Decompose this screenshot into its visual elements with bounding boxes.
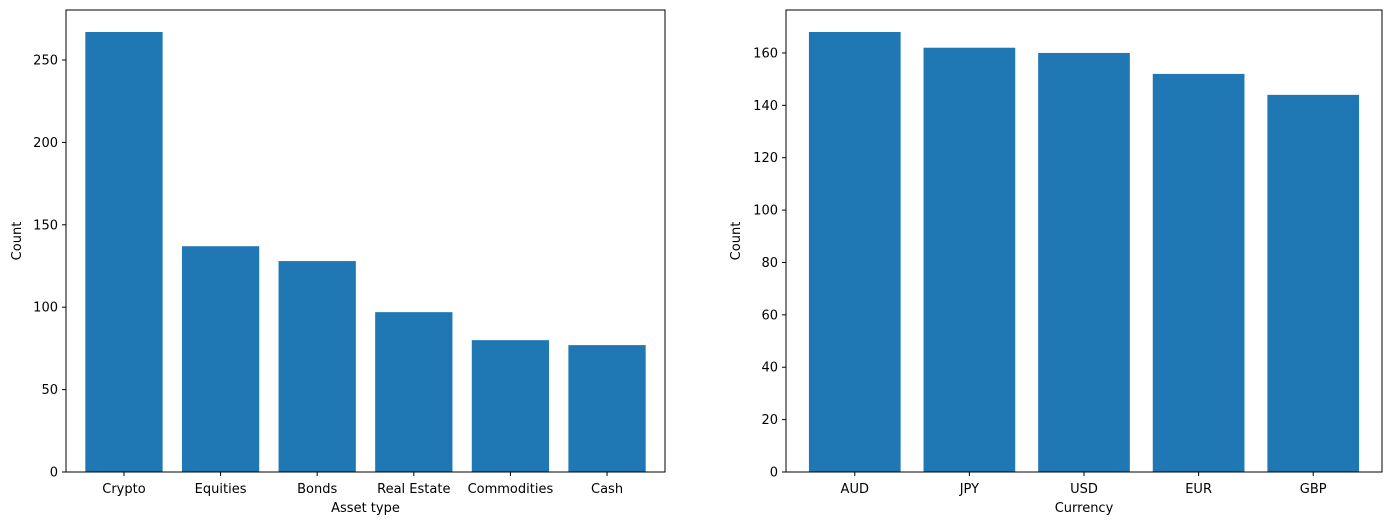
asset-x-axis-label: Asset type xyxy=(331,501,400,516)
asset-x-tick-label: Bonds xyxy=(297,482,337,497)
currency-bar-usd xyxy=(1038,52,1130,472)
asset-bar-equities xyxy=(181,246,260,472)
asset-bar-crypto xyxy=(85,32,163,472)
currency-x-tick-label: EUR xyxy=(1185,482,1212,497)
asset-y-tick-label: 200 xyxy=(33,136,58,151)
currency-y-tick-label: 60 xyxy=(761,308,778,323)
currency-y-tick-label: 80 xyxy=(761,256,778,271)
currency-bar-gbp xyxy=(1267,94,1360,472)
asset-x-tick-label: Cash xyxy=(591,482,623,497)
asset-axes-frame xyxy=(65,9,666,473)
asset-bar-bonds xyxy=(278,261,356,472)
asset-bar-cash xyxy=(568,345,646,472)
currency-chart: AUD JPY USD EUR GBP 0 20 40 60 80 100 120 140 160 Curr… xyxy=(729,9,1383,516)
asset-bar-real-estate xyxy=(375,312,453,472)
asset-y-tick-label: 0 xyxy=(50,466,58,481)
currency-y-tick-label: 100 xyxy=(753,204,778,219)
asset-x-tick-label: Real Estate xyxy=(377,482,450,497)
asset-y-tick-label: 150 xyxy=(33,218,58,233)
currency-y-tick-label: 40 xyxy=(761,361,778,376)
asset-x-tick-label: Equities xyxy=(195,482,247,497)
asset-x-tick-label: Commodities xyxy=(468,482,554,497)
asset-y-axis-label: Count xyxy=(10,222,25,261)
asset-y-tick-label: 250 xyxy=(33,54,58,69)
currency-x-tick-label: JPY xyxy=(959,482,979,497)
asset-y-tick-label: 50 xyxy=(41,383,58,398)
currency-y-axis-label: Count xyxy=(729,222,744,261)
asset-bar-commodities xyxy=(471,340,550,472)
currency-y-tick-label: 0 xyxy=(770,466,778,481)
currency-x-tick-label: GBP xyxy=(1300,482,1327,497)
asset-y-tick-label: 100 xyxy=(33,301,58,316)
currency-y-tick-label: 120 xyxy=(753,151,778,166)
currency-x-axis-label: Currency xyxy=(1055,501,1114,516)
currency-bar-aud xyxy=(808,32,901,472)
currency-x-tick-label: USD xyxy=(1070,482,1098,497)
currency-y-tick-label: 160 xyxy=(753,46,778,61)
currency-bar-jpy xyxy=(923,47,1016,472)
asset-x-tick-label: Crypto xyxy=(102,482,145,497)
currency-y-tick-label: 140 xyxy=(753,99,778,114)
asset-type-chart: Crypto Equities Bonds Real Estate Commoditie… xyxy=(10,9,666,516)
currency-x-tick-label: AUD xyxy=(841,482,869,497)
currency-bar-eur xyxy=(1152,73,1245,473)
currency-y-tick-label: 20 xyxy=(761,413,778,428)
